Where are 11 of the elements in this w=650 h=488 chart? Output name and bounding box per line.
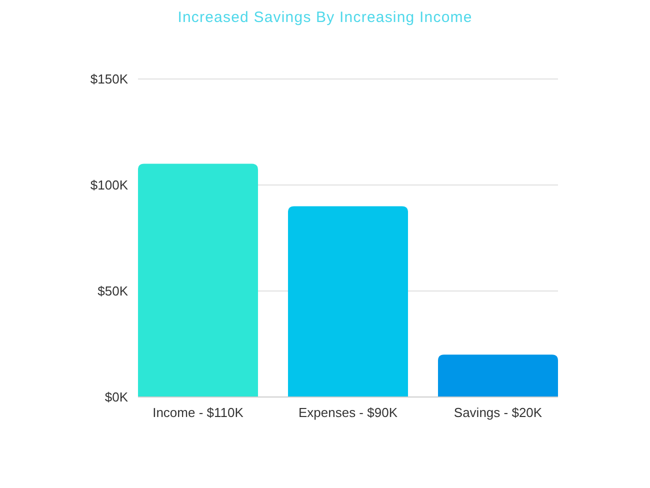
bar	[288, 206, 408, 397]
bar	[138, 164, 258, 397]
x-tick-label: Income - $110K	[152, 405, 244, 420]
x-tick-label: Savings - $20K	[454, 405, 542, 420]
chart-title: Increased Savings By Increasing Income	[178, 9, 472, 26]
bar	[438, 354, 558, 397]
y-tick-label: $100K	[90, 178, 128, 193]
y-tick-label: $0K	[104, 390, 128, 405]
x-tick-label: Expenses - $90K	[298, 405, 398, 420]
y-tick-label: $150K	[90, 72, 128, 87]
y-tick-label: $50K	[98, 284, 128, 299]
